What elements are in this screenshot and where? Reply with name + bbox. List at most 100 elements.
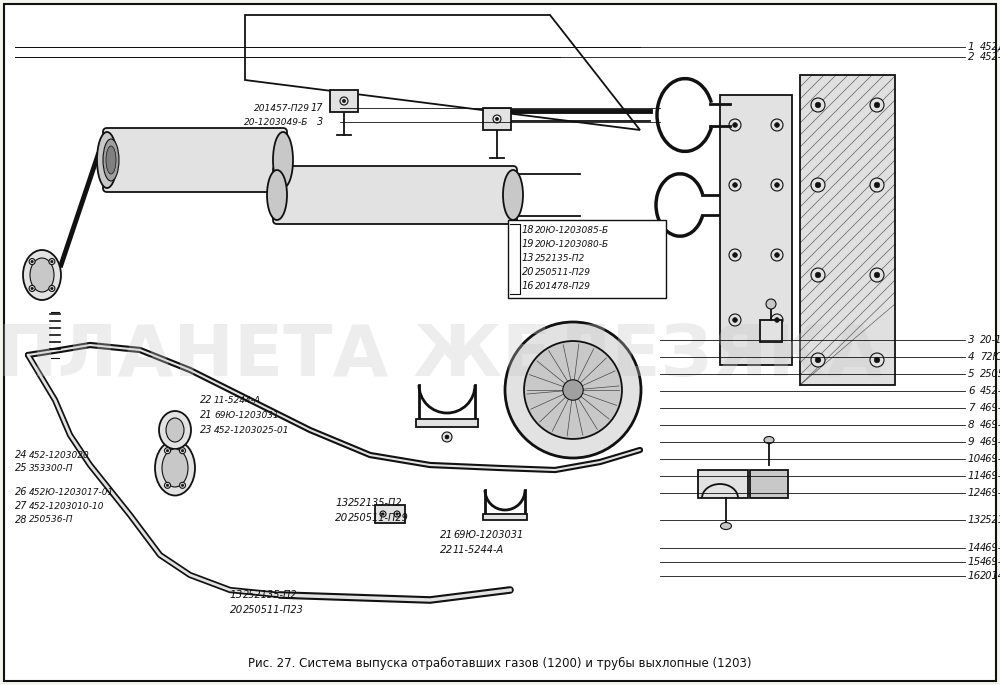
Bar	[330, 90, 358, 112]
Text: 16: 16	[522, 281, 534, 291]
Text: 469-1203061-01: 469-1203061-01	[980, 543, 1000, 553]
Circle shape	[164, 482, 170, 488]
Text: 452-1203010-10: 452-1203010-10	[29, 501, 104, 510]
Circle shape	[870, 178, 884, 192]
Ellipse shape	[267, 170, 287, 220]
Text: 5: 5	[968, 369, 975, 379]
Text: 452-1203025-01: 452-1203025-01	[214, 425, 290, 434]
Bar	[760, 320, 782, 342]
Circle shape	[340, 97, 348, 105]
Text: 353300-П: 353300-П	[29, 464, 74, 473]
Text: 20Ю-1203080-Б: 20Ю-1203080-Б	[535, 240, 609, 249]
Text: 12: 12	[968, 488, 981, 498]
Circle shape	[771, 179, 783, 191]
Text: 20-1203049-Б: 20-1203049-Б	[244, 118, 308, 127]
Text: 21: 21	[440, 530, 453, 540]
Text: 26: 26	[15, 487, 28, 497]
Bar	[698, 470, 748, 498]
Text: 3: 3	[968, 335, 975, 345]
Text: 250511-П23: 250511-П23	[243, 605, 304, 615]
Circle shape	[874, 357, 880, 363]
Circle shape	[811, 98, 825, 112]
Text: 11: 11	[968, 471, 981, 481]
Circle shape	[49, 258, 55, 264]
Text: 20: 20	[522, 267, 534, 277]
Text: 6: 6	[968, 386, 975, 396]
Circle shape	[181, 449, 184, 452]
Circle shape	[729, 179, 741, 191]
Circle shape	[396, 513, 398, 515]
Text: 13: 13	[230, 590, 243, 600]
Circle shape	[51, 260, 53, 263]
Text: 469-1203073: 469-1203073	[980, 471, 1000, 481]
Text: 27: 27	[15, 501, 28, 511]
Text: 69Ю-1203031: 69Ю-1203031	[453, 530, 523, 540]
Text: 469-1203095: 469-1203095	[980, 403, 1000, 413]
Text: 7: 7	[968, 403, 975, 413]
Text: 19: 19	[522, 239, 534, 249]
Text: 469-1203074: 469-1203074	[980, 437, 1000, 447]
Circle shape	[811, 353, 825, 367]
Ellipse shape	[97, 132, 117, 188]
Text: ПЛАНЕТА ЖЕЛЕЗЯКА: ПЛАНЕТА ЖЕЛЕЗЯКА	[0, 322, 883, 390]
Ellipse shape	[30, 258, 54, 292]
Text: 11-5244-А: 11-5244-А	[214, 395, 261, 405]
Ellipse shape	[273, 132, 293, 188]
Text: 1: 1	[968, 42, 975, 52]
Circle shape	[811, 268, 825, 282]
Text: 3: 3	[317, 117, 323, 127]
Text: 10: 10	[968, 454, 981, 464]
Text: 452-1200012-10: 452-1200012-10	[980, 52, 1000, 62]
Text: 201478-П29: 201478-П29	[535, 282, 591, 290]
Ellipse shape	[166, 418, 184, 442]
Text: 13: 13	[968, 515, 981, 525]
Circle shape	[524, 341, 622, 439]
Text: 9: 9	[968, 437, 975, 447]
Text: 16: 16	[968, 571, 981, 581]
Text: 28: 28	[15, 515, 28, 525]
Text: 20: 20	[335, 513, 348, 523]
Ellipse shape	[503, 170, 523, 220]
Circle shape	[775, 183, 779, 188]
Circle shape	[445, 435, 449, 439]
Text: 469-1203068-10: 469-1203068-10	[980, 420, 1000, 430]
Bar	[416, 419, 478, 427]
Text: 18: 18	[522, 225, 534, 235]
Circle shape	[394, 511, 400, 517]
Text: 8: 8	[968, 420, 975, 430]
Text: 72Ю-1203057-А: 72Ю-1203057-А	[980, 352, 1000, 362]
Text: 11-5244-А: 11-5244-А	[453, 545, 504, 555]
Text: 15: 15	[968, 557, 981, 567]
Bar	[483, 108, 511, 130]
Circle shape	[49, 286, 55, 291]
Circle shape	[775, 253, 779, 258]
Text: 252135-П2: 252135-П2	[348, 498, 403, 508]
Text: 13: 13	[522, 253, 534, 263]
Text: 469-1203082: 469-1203082	[980, 454, 1000, 464]
Ellipse shape	[103, 139, 119, 181]
Circle shape	[815, 357, 821, 363]
FancyBboxPatch shape	[103, 128, 287, 192]
Ellipse shape	[155, 440, 195, 495]
Circle shape	[166, 484, 169, 486]
Text: 452-1203020: 452-1203020	[29, 451, 90, 460]
Circle shape	[29, 258, 35, 264]
Text: 25: 25	[15, 463, 28, 473]
Ellipse shape	[764, 436, 774, 443]
Text: 250510-П29: 250510-П29	[980, 369, 1000, 379]
Text: 20: 20	[230, 605, 243, 615]
Text: 14: 14	[968, 543, 981, 553]
Text: 20-1203049-Б: 20-1203049-Б	[980, 335, 1000, 345]
Circle shape	[382, 513, 384, 515]
Bar	[720, 95, 792, 365]
Text: 17: 17	[310, 103, 323, 113]
Circle shape	[811, 178, 825, 192]
Bar	[508, 220, 666, 298]
Circle shape	[563, 379, 583, 400]
Circle shape	[874, 102, 880, 108]
Ellipse shape	[159, 411, 191, 449]
Circle shape	[771, 249, 783, 261]
Circle shape	[166, 449, 169, 452]
Text: 13: 13	[335, 498, 348, 508]
Bar	[375, 505, 405, 523]
